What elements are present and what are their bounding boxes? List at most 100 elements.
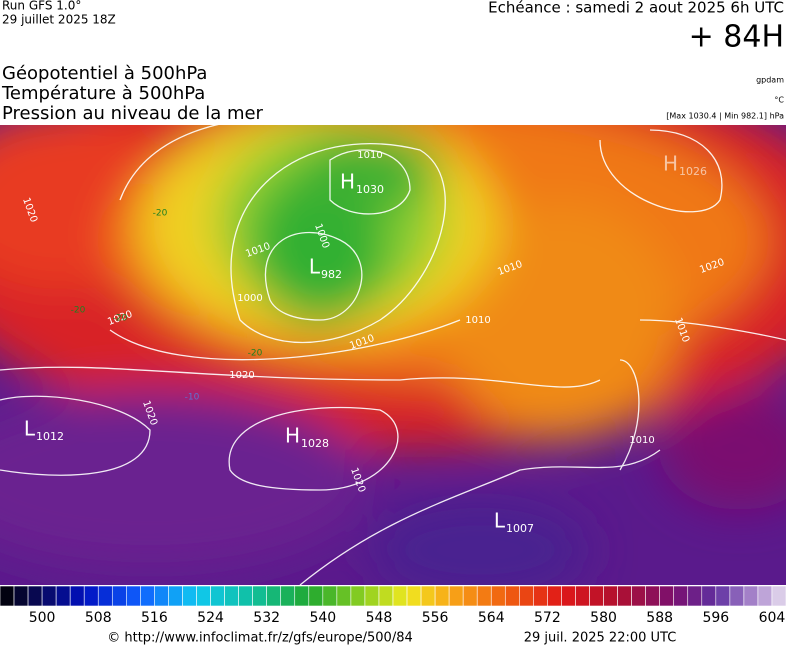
pressure-center-value: 1026 [679, 165, 707, 178]
colorbar-swatch [743, 585, 759, 607]
pressure-center-value: 982 [321, 268, 342, 281]
pressure-center-value: 1012 [36, 430, 64, 443]
colorbar-tick-label: 564 [478, 610, 505, 626]
colorbar-swatch [434, 585, 450, 607]
colorbar-tick-label: 508 [85, 610, 112, 626]
colorbar-swatch [322, 585, 338, 607]
colorbar-swatch [55, 585, 71, 607]
lead-time: + 84H [689, 20, 784, 55]
colorbar-swatch [533, 585, 548, 607]
colorbar-tick-label: 540 [309, 610, 336, 626]
colorbar-tick-label: 524 [197, 610, 224, 626]
colorbar-swatch [210, 585, 225, 607]
colorbar-swatch [83, 585, 99, 607]
temperature-label: -20 [153, 209, 168, 219]
pressure-center-value: 1030 [356, 183, 384, 196]
colorbar-swatch [266, 585, 282, 607]
colorbar-swatch [182, 585, 197, 607]
colorbar-swatch [69, 585, 85, 607]
pressure-center-value: 1028 [301, 437, 329, 450]
isobar-label: 1010 [465, 315, 490, 326]
colorbar-swatch [504, 585, 520, 607]
temperature-field [0, 125, 786, 585]
colorbar-swatch [561, 585, 576, 607]
colorbar-swatch [715, 585, 731, 607]
colorbar-swatch [97, 585, 113, 607]
pressure-center-kind: L [494, 509, 506, 533]
colorbar-swatch [462, 585, 478, 607]
pressure-center-kind: L [24, 417, 36, 441]
colorbar-swatch [350, 585, 366, 607]
title: Température à 500hPa [1, 83, 205, 104]
isobar-label: 1010 [629, 435, 654, 446]
colorbar-swatch [645, 585, 660, 607]
colorbar-swatch [617, 585, 632, 607]
colorbar-tick-label: 500 [29, 610, 56, 626]
colorbar-swatch [111, 585, 127, 607]
colorbar-swatch [547, 585, 562, 607]
colorbar-swatch [378, 585, 394, 607]
colorbar-swatch [0, 585, 15, 607]
footer-url: © http://www.infoclimat.fr/z/gfs/europe/… [107, 631, 413, 646]
pressure-center-value: 1007 [506, 522, 534, 535]
colorbar-swatch [701, 585, 717, 607]
colorbar-swatch [575, 585, 590, 607]
isobar-label: 1000 [237, 293, 262, 304]
colorbar-swatch [420, 585, 436, 607]
unit: [Max 1030.4 | Min 982.1] hPa [666, 112, 784, 121]
colorbar-tick-label: 596 [702, 610, 729, 626]
colorbar-swatch [729, 585, 745, 607]
temperature-label: -20 [248, 349, 263, 359]
colorbar-swatch [41, 585, 57, 607]
temperature-label: -10 [185, 393, 200, 403]
colorbar-tick-label: 556 [422, 610, 449, 626]
colorbar-swatch [294, 585, 310, 607]
unit: °C [774, 96, 784, 105]
colorbar-swatch [659, 585, 675, 607]
footer-time: 29 juil. 2025 22:00 UTC [524, 631, 677, 646]
colorbar-swatch [238, 585, 253, 607]
colorbar-tick-label: 604 [759, 610, 786, 626]
run-date: 29 juillet 2025 18Z [2, 13, 116, 27]
colorbar-tick-label: 548 [366, 610, 393, 626]
colorbar-swatch [224, 585, 239, 607]
colorbar-swatch [771, 585, 786, 607]
pressure-center-kind: H [340, 170, 355, 194]
colorbar-swatch [476, 585, 492, 607]
unit: gpdam [756, 76, 784, 85]
temperature-label: -20 [71, 306, 86, 316]
colorbar-tick-label: 588 [646, 610, 673, 626]
colorbar-swatch [687, 585, 703, 607]
colorbar-swatch [140, 585, 155, 607]
colorbar-tick-label: 580 [590, 610, 617, 626]
run: Run GFS 1.0° [2, 0, 81, 13]
colorbar-swatch [406, 585, 422, 607]
colorbar-swatch [757, 585, 773, 607]
colorbar-swatch [603, 585, 618, 607]
colorbar-swatch [126, 585, 141, 607]
colorbar-tick-label: 572 [534, 610, 561, 626]
colorbar-swatch [280, 585, 296, 607]
pressure-center-kind: H [285, 424, 300, 448]
pressure-center-kind: L [309, 255, 321, 279]
colorbar-swatch [392, 585, 408, 607]
temperature-label: -20 [113, 314, 128, 324]
colorbar-swatch [589, 585, 604, 607]
isobar-label: 1020 [229, 370, 254, 381]
colorbar-tick-label: 532 [253, 610, 280, 626]
isobars [0, 125, 786, 585]
colorbar-swatch [252, 585, 267, 607]
colorbar-swatch [13, 585, 29, 607]
title: Pression au niveau de la mer [2, 103, 264, 124]
colorbar: 500 508 516 524 532 540 548 556 564 572 580 588 596 6… [0, 585, 786, 626]
colorbar-swatch [336, 585, 352, 607]
isobar-label: 1010 [357, 150, 382, 161]
colorbar-swatch [448, 585, 464, 607]
colorbar-swatch [364, 585, 380, 607]
colorbar-swatch [27, 585, 43, 607]
colorbar-swatch [168, 585, 183, 607]
colorbar-swatch [154, 585, 169, 607]
